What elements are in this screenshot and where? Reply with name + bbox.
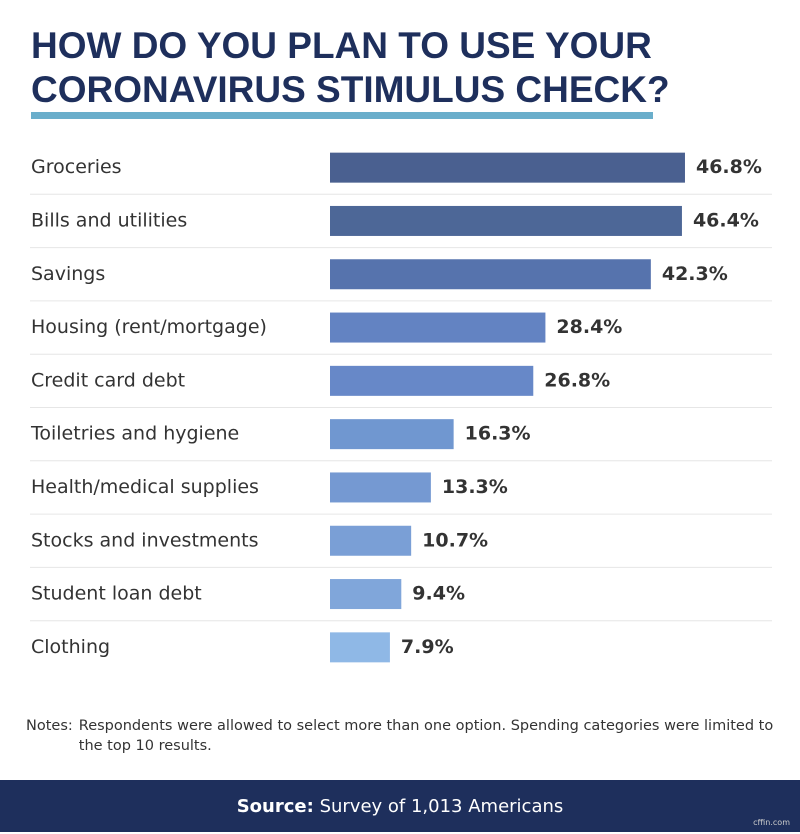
value-label: 42.3% xyxy=(662,263,728,285)
value-label: 9.4% xyxy=(412,583,465,605)
category-label: Savings xyxy=(31,263,105,285)
notes: Notes: Respondents were allowed to selec… xyxy=(26,716,776,756)
value-label: 46.4% xyxy=(693,209,759,231)
category-label: Groceries xyxy=(31,156,122,178)
footer: Source: Survey of 1,013 Americans xyxy=(0,780,800,832)
chart-title: HOW DO YOU PLAN TO USE YOUR CORONAVIRUS … xyxy=(31,25,670,110)
bar xyxy=(330,472,431,503)
bar xyxy=(330,259,651,290)
source-label: Source: xyxy=(236,796,314,817)
bar xyxy=(330,579,402,610)
category-label: Toiletries and hygiene xyxy=(30,423,239,445)
bar xyxy=(330,632,390,663)
category-label: Stocks and investments xyxy=(31,529,259,551)
watermark: cffin.com xyxy=(753,818,790,827)
bar xyxy=(330,205,682,236)
source-text: Survey of 1,013 Americans xyxy=(319,796,564,817)
bar xyxy=(330,525,412,556)
value-label: 46.8% xyxy=(696,156,762,178)
value-label: 13.3% xyxy=(442,476,508,498)
value-label: 26.8% xyxy=(544,369,610,391)
value-label: 16.3% xyxy=(465,423,531,445)
bar xyxy=(330,152,685,183)
category-label: Health/medical supplies xyxy=(31,476,259,498)
value-label: 7.9% xyxy=(401,636,454,658)
category-label: Bills and utilities xyxy=(31,209,187,231)
bar xyxy=(330,365,534,396)
category-label: Housing (rent/mortgage) xyxy=(31,316,267,338)
bar xyxy=(330,312,546,343)
value-label: 10.7% xyxy=(422,529,488,551)
notes-label: Notes: xyxy=(26,718,73,734)
category-label: Credit card debt xyxy=(31,369,185,391)
category-label: Student loan debt xyxy=(31,583,202,605)
chart: Groceries 46.8% Bills and utilities 46.4% Sa… xyxy=(30,152,772,663)
category-label: Clothing xyxy=(31,636,110,658)
value-label: 28.4% xyxy=(556,316,622,338)
bar xyxy=(330,419,454,450)
notes-text: Respondents were allowed to select more … xyxy=(78,718,774,754)
title-underline xyxy=(31,112,653,119)
